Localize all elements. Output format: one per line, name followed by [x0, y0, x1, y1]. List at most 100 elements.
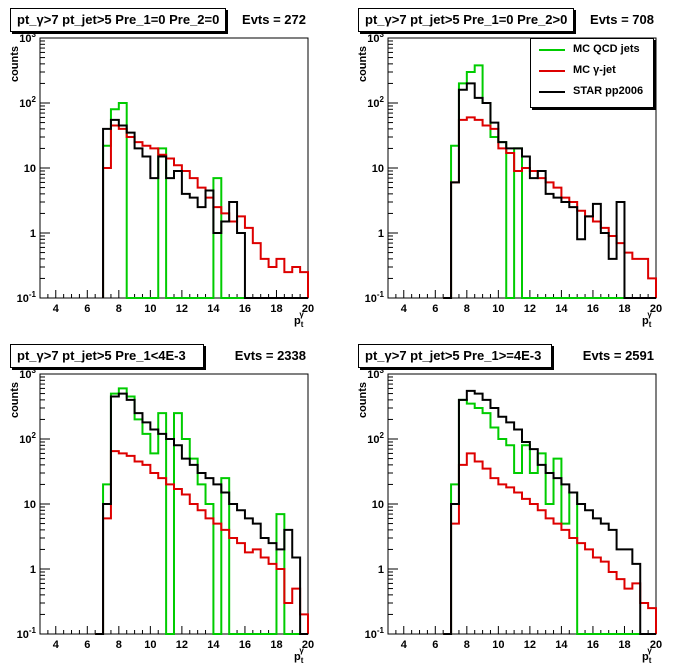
- chart-panel-1: 4 6 8 10 12 14 16 18 20 10-1 1 10 102 103 counts ptγ pt…: [0, 0, 348, 336]
- histogram-series-0: [443, 398, 656, 635]
- y-tick-label: 103: [367, 30, 384, 45]
- x-tick-label: 16: [587, 639, 599, 651]
- histogram-series-1: [443, 452, 657, 635]
- x-axis-label: ptγ: [642, 310, 652, 329]
- y-tick-label: 102: [19, 95, 36, 110]
- legend-entry-qcd: MC QCD jets: [531, 39, 653, 60]
- y-tick-label: 102: [367, 431, 384, 446]
- x-axis-label: ptγ: [642, 646, 652, 665]
- x-tick-label: 16: [587, 303, 599, 315]
- event-count-3: Evts = 2338: [234, 348, 306, 363]
- event-count-4: Evts = 2591: [582, 348, 654, 363]
- chart-panel-4: 4 6 8 10 12 14 16 18 20 10-1 1 10 102 103 counts ptγ pt…: [348, 336, 696, 672]
- y-tick-label: 1: [378, 564, 384, 576]
- x-tick-label: 8: [116, 639, 122, 651]
- x-tick-label: 8: [116, 303, 122, 315]
- x-tick-label: 10: [144, 639, 156, 651]
- y-tick-label: 10-1: [365, 290, 385, 305]
- histogram-series-1: [443, 116, 657, 299]
- event-count-1: Evts = 272: [242, 12, 306, 27]
- chart-title-3: pt_γ>7 pt_jet>5 Pre_1<4E-3: [10, 344, 204, 368]
- x-tick-label: 14: [207, 303, 220, 315]
- legend-label-qcd: MC QCD jets: [573, 43, 640, 55]
- x-tick-label: 4: [401, 639, 408, 651]
- legend-entry-star: STAR pp2006: [531, 81, 653, 102]
- x-tick-label: 12: [176, 639, 188, 651]
- y-tick-label: 102: [367, 95, 384, 110]
- histogram-series-2: [102, 118, 308, 299]
- plot-frame: [387, 373, 657, 635]
- x-tick-label: 6: [432, 639, 438, 651]
- legend-swatch-star: [539, 91, 565, 93]
- x-tick-label: 20: [302, 639, 314, 651]
- x-tick-label: 10: [144, 303, 156, 315]
- x-tick-label: 4: [401, 303, 408, 315]
- x-tick-label: 14: [555, 639, 568, 651]
- x-tick-label: 10: [492, 639, 504, 651]
- histogram-series-2: [443, 82, 656, 299]
- y-axis-label: counts: [9, 382, 21, 418]
- y-axis-label: counts: [357, 46, 369, 82]
- chart-title-4: pt_γ>7 pt_jet>5 Pre_1>=4E-3: [358, 344, 552, 368]
- x-tick-label: 18: [270, 303, 282, 315]
- x-tick-label: 10: [492, 303, 504, 315]
- x-tick-label: 18: [270, 639, 282, 651]
- x-axis-label: ptγ: [294, 310, 304, 329]
- y-tick-label: 1: [30, 564, 36, 576]
- x-tick-label: 12: [176, 303, 188, 315]
- x-tick-label: 6: [432, 303, 438, 315]
- x-tick-label: 20: [650, 303, 662, 315]
- x-tick-label: 12: [524, 303, 536, 315]
- x-tick-label: 18: [618, 303, 630, 315]
- legend-label-star: STAR pp2006: [573, 85, 644, 97]
- y-tick-label: 10-1: [365, 626, 385, 641]
- x-tick-label: 6: [84, 303, 90, 315]
- x-tick-label: 20: [650, 639, 662, 651]
- x-tick-label: 14: [555, 303, 568, 315]
- chart-panel-3: 4 6 8 10 12 14 16 18 20 10-1 1 10 102 103 counts ptγ pt…: [0, 336, 348, 672]
- x-tick-label: 8: [464, 639, 470, 651]
- y-tick-label: 10: [24, 163, 36, 175]
- y-tick-label: 10-1: [17, 626, 37, 641]
- legend-label-gamma-jet: MC γ-jet: [573, 64, 616, 76]
- histogram-series-1: [102, 124, 309, 298]
- chart-title-2: pt_γ>7 pt_jet>5 Pre_1=0 Pre_2>0: [358, 8, 575, 32]
- chart-title-1: pt_γ>7 pt_jet>5 Pre_1=0 Pre_2=0: [10, 8, 227, 32]
- legend: MC QCD jets MC γ-jet STAR pp2006: [530, 38, 654, 108]
- x-tick-label: 16: [239, 303, 251, 315]
- x-tick-label: 20: [302, 303, 314, 315]
- legend-swatch-qcd: [539, 49, 565, 51]
- event-count-2: Evts = 708: [590, 12, 654, 27]
- x-tick-label: 4: [53, 639, 60, 651]
- x-tick-label: 16: [239, 639, 251, 651]
- y-tick-label: 10: [372, 499, 384, 511]
- legend-swatch-gamma-jet: [539, 70, 565, 72]
- y-tick-label: 103: [19, 30, 36, 45]
- y-tick-label: 10: [24, 499, 36, 511]
- y-tick-label: 103: [19, 366, 36, 381]
- y-axis-label: counts: [9, 46, 21, 82]
- legend-entry-gamma-jet: MC γ-jet: [531, 60, 653, 81]
- histogram-series-2: [95, 392, 308, 635]
- y-axis-label: counts: [357, 382, 369, 418]
- x-tick-label: 14: [207, 639, 220, 651]
- x-tick-label: 8: [464, 303, 470, 315]
- y-tick-label: 1: [378, 228, 384, 240]
- chart-panel-2: 4 6 8 10 12 14 16 18 20 10-1 1 10 102 103 counts ptγ pt…: [348, 0, 696, 336]
- x-axis-label: ptγ: [294, 646, 304, 665]
- histogram-series-1: [95, 450, 309, 635]
- x-tick-label: 18: [618, 639, 630, 651]
- histogram-series-2: [443, 389, 656, 635]
- y-tick-label: 1: [30, 228, 36, 240]
- x-tick-label: 12: [524, 639, 536, 651]
- y-tick-label: 10-1: [17, 290, 37, 305]
- y-tick-label: 10: [372, 163, 384, 175]
- x-tick-label: 4: [53, 303, 60, 315]
- y-tick-label: 103: [367, 366, 384, 381]
- x-tick-label: 6: [84, 639, 90, 651]
- y-tick-label: 102: [19, 431, 36, 446]
